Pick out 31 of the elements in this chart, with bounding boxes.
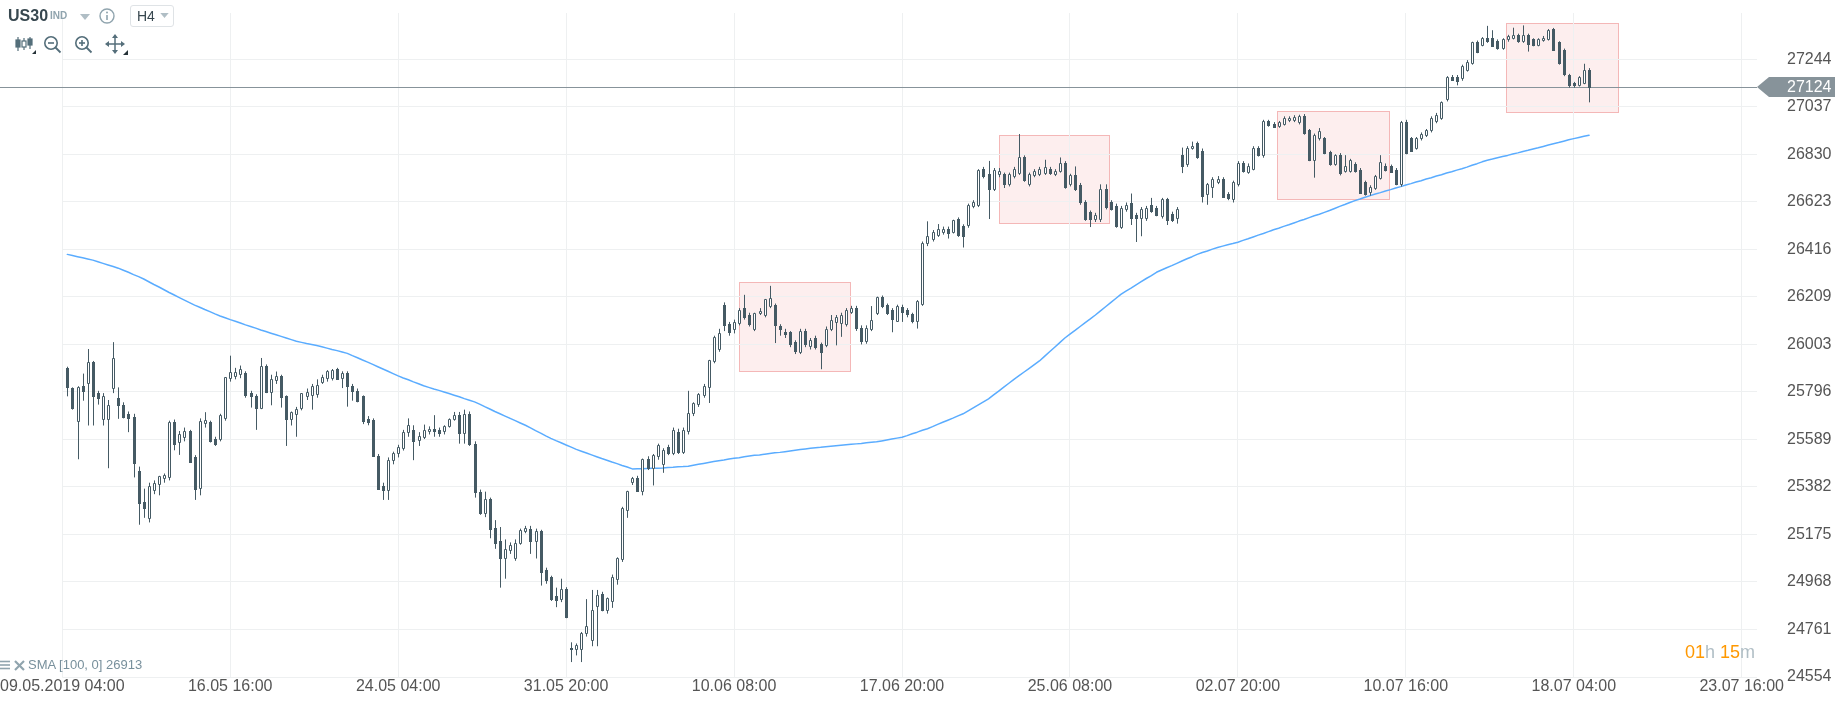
y-tick-label: 26416 <box>1787 239 1832 257</box>
x-tick-label: 25.06 08:00 <box>1027 677 1113 695</box>
x-tick-label: 16.05 16:00 <box>187 677 273 695</box>
x-tick-label: 17.06 20:00 <box>859 677 945 695</box>
y-tick-label: 26003 <box>1787 334 1832 352</box>
y-tick-label: 25382 <box>1787 477 1832 495</box>
x-tick-label: 10.07 16:00 <box>1363 677 1449 695</box>
select-field: H4 <box>130 5 174 27</box>
y-tick-label: 26830 <box>1787 144 1832 162</box>
y-tick-label: 24761 <box>1787 619 1832 637</box>
y-tick-label: 25589 <box>1787 429 1832 447</box>
chart-title: US30 <box>8 7 49 25</box>
chart-subtitle: IND <box>50 10 68 21</box>
x-tick-label: 31.05 20:00 <box>523 677 609 695</box>
x-tick-label: 18.07 04:00 <box>1531 677 1617 695</box>
y-tick-label: 24554 <box>1787 667 1832 685</box>
y-tick-label: 25175 <box>1787 524 1832 542</box>
y-tick-label: 25796 <box>1787 382 1832 400</box>
x-tick-label: 24.05 04:00 <box>355 677 441 695</box>
y-tick-label: 27244 <box>1787 49 1832 67</box>
y-tick-label: 24968 <box>1787 572 1832 590</box>
annotation: SMA [100, 0] 26913 <box>28 657 143 672</box>
x-tick-label: 23.07 16:00 <box>1699 677 1785 695</box>
y-tick-label: 26209 <box>1787 287 1832 305</box>
x-tick-label: 02.07 20:00 <box>1195 677 1281 695</box>
y-tick-label: 26623 <box>1787 192 1832 210</box>
x-tick-label: 09.05.2019 04:00 <box>0 677 125 695</box>
y-tick-label: 27037 <box>1787 97 1832 115</box>
ref-line-label: 27124 <box>1787 78 1832 96</box>
annotation: 01h 15m <box>1685 642 1756 662</box>
x-tick-label: 10.06 08:00 <box>691 677 777 695</box>
